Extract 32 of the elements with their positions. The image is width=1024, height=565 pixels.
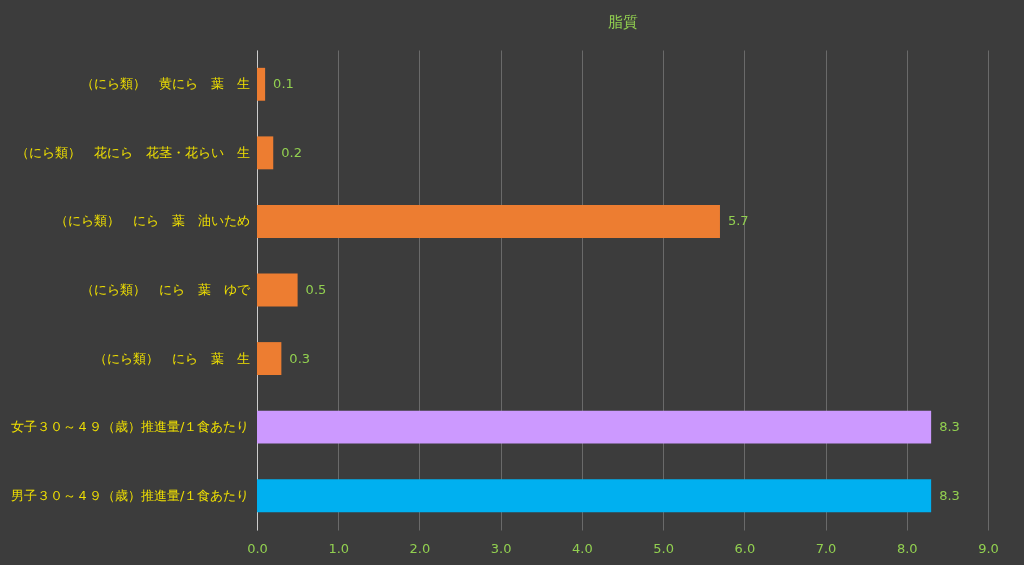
y-tick-label: （にら類） 花にら 花茎・花らい 生 [15, 144, 250, 160]
bar [257, 136, 274, 170]
x-tick-label: 1.0 [328, 540, 350, 556]
bar [257, 204, 720, 238]
y-tick-label: 男子３０～４９（歳）推進量/１食あたり [11, 487, 250, 503]
y-tick-label: （にら類） 黄にら 葉 生 [80, 76, 250, 92]
bar [257, 67, 266, 101]
data-label: 0.3 [289, 350, 311, 366]
chart-title: 脂質 [607, 13, 638, 31]
data-label: 8.3 [939, 487, 960, 503]
y-tick-label: （にら類） にら 葉 ゆで [80, 282, 251, 297]
x-tick-label: 3.0 [490, 540, 512, 556]
bar [257, 479, 932, 513]
y-tick-label: （にら類） にら 葉 生 [93, 350, 250, 366]
data-label: 8.3 [939, 419, 960, 435]
x-tick-label: 0.0 [247, 540, 268, 556]
bar [257, 273, 298, 307]
x-tick-label: 8.0 [896, 540, 918, 556]
bar [257, 410, 932, 444]
y-tick-label: 女子３０～４９（歳）推進量/１食あたり [11, 419, 250, 435]
data-label: 0.1 [273, 76, 294, 92]
x-tick-label: 9.0 [978, 540, 999, 556]
x-tick-label: 5.0 [653, 540, 674, 556]
data-label: 0.5 [305, 282, 327, 297]
data-label: 5.7 [727, 213, 749, 229]
x-tick-label: 7.0 [815, 540, 837, 556]
data-label: 0.2 [281, 144, 302, 160]
x-tick-label: 2.0 [409, 540, 431, 556]
x-tick-label: 4.0 [572, 540, 593, 556]
x-tick-label: 6.0 [734, 540, 756, 556]
bar [257, 342, 282, 376]
y-tick-label: （にら類） にら 葉 油いため [54, 213, 250, 229]
